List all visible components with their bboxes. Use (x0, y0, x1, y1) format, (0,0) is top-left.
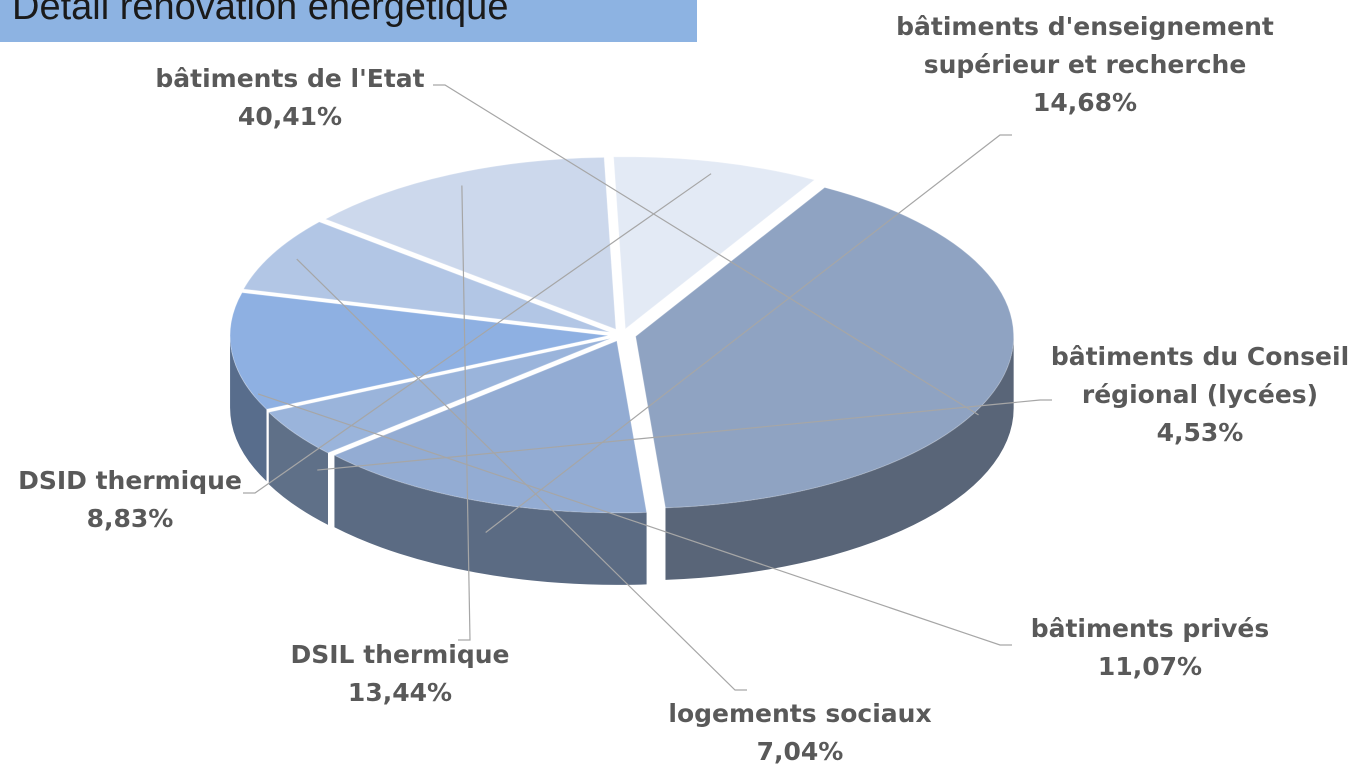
slice (229, 292, 609, 410)
leader-line (485, 134, 1012, 534)
slice-side (665, 336, 1014, 580)
value-label: 14,68% (1032, 88, 1138, 117)
top-faces (229, 156, 1015, 514)
data-label: logements sociaux 7,04% (630, 695, 970, 771)
chart-title: Détail rénovation énergétique (12, 0, 509, 28)
data-label: DSID thermique 8,83% (0, 462, 260, 538)
leader-line (458, 185, 471, 641)
data-label: bâtiments de l'Etat 40,41% (120, 60, 460, 136)
side-walls (230, 335, 1014, 585)
data-label: bâtiments privés 11,07% (1000, 610, 1300, 686)
value-label: 4,53% (1156, 418, 1244, 447)
slice-side (334, 455, 647, 585)
slice-side (268, 412, 328, 525)
category-label: bâtiments du Conseil régional (lycées) (1050, 342, 1350, 409)
category-label: DSID thermique (18, 466, 242, 495)
category-label: bâtiments d'enseignement supérieur et re… (896, 12, 1274, 79)
category-label: bâtiments de l'Etat (155, 64, 425, 93)
value-label: 11,07% (1097, 652, 1203, 681)
category-label: bâtiments privés (1030, 614, 1270, 643)
slice (242, 221, 610, 333)
leader-line (257, 393, 1012, 646)
data-label: bâtiments d'enseignement supérieur et re… (870, 8, 1300, 122)
slice (635, 186, 1015, 509)
data-label: bâtiments du Conseil régional (lycées) 4,… (1030, 338, 1368, 452)
title-box: Détail rénovation énergétique (0, 0, 697, 42)
category-label: logements sociaux (668, 699, 932, 728)
data-label: DSIL thermique 13,44% (250, 636, 550, 712)
category-label: DSIL thermique (290, 640, 510, 669)
leader-line (317, 399, 1052, 471)
value-label: 40,41% (237, 102, 343, 131)
slice (324, 156, 617, 331)
leader-line (296, 258, 747, 691)
value-label: 8,83% (86, 504, 174, 533)
value-label: 13,44% (347, 678, 453, 707)
leader-line (243, 173, 712, 494)
slice (613, 156, 816, 330)
slice-side (230, 335, 267, 482)
value-label: 7,04% (756, 737, 844, 766)
leader-line (433, 84, 979, 416)
